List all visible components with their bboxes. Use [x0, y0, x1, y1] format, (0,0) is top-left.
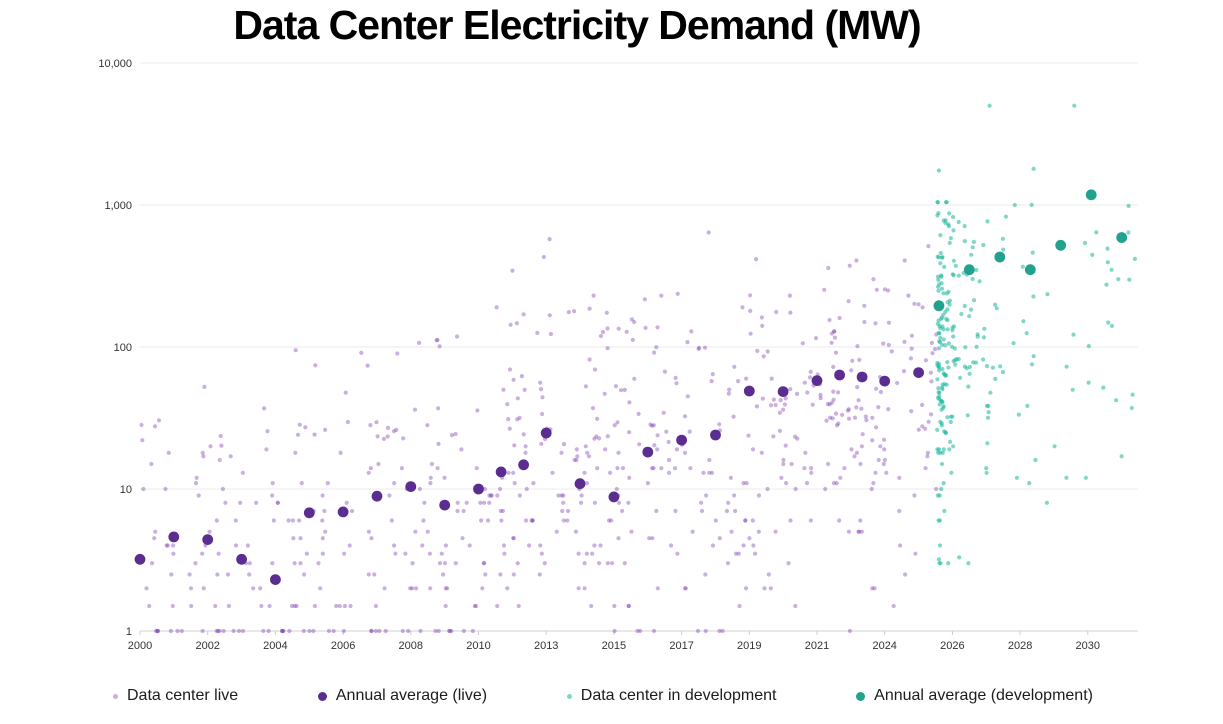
dev-average-series [933, 189, 1128, 312]
live-scatter-series [139, 230, 939, 634]
svg-text:2008: 2008 [399, 640, 423, 652]
svg-text:10,000: 10,000 [98, 58, 132, 70]
svg-text:2006: 2006 [331, 640, 355, 652]
y-axis-labels: 10,000 1,000 100 10 1 [98, 58, 132, 638]
svg-text:2010: 2010 [466, 640, 490, 652]
svg-text:100: 100 [114, 342, 132, 354]
live-scatter-marker-icon [113, 693, 118, 699]
live-average-series [134, 367, 924, 585]
legend-item-annual-average-live: Annual average (live) [317, 687, 488, 705]
svg-text:1,000: 1,000 [104, 200, 132, 212]
svg-text:2004: 2004 [263, 640, 287, 652]
svg-text:2015: 2015 [602, 640, 626, 652]
svg-text:2030: 2030 [1076, 640, 1100, 652]
legend-label: Data center in development [580, 687, 777, 704]
legend-label: Data center live [127, 687, 239, 704]
svg-text:10: 10 [120, 484, 132, 496]
live-average-marker-icon [317, 691, 327, 701]
x-axis-ticks [139, 631, 1089, 635]
y-gridlines [140, 62, 1138, 632]
svg-text:2028: 2028 [1008, 640, 1032, 652]
legend-label: Annual average (live) [335, 687, 488, 704]
dev-scatter-marker-icon [566, 693, 572, 699]
dev-average-marker-icon [856, 691, 866, 701]
svg-text:2000: 2000 [128, 640, 152, 652]
legend-item-annual-average-development: Annual average (development) [856, 687, 1093, 705]
svg-text:2021: 2021 [805, 640, 829, 652]
legend-item-data-center-in-development: Data center in development [566, 687, 777, 705]
legend: Data center live Annual average (live) D… [113, 687, 1093, 705]
legend-item-data-center-live: Data center live [113, 687, 238, 705]
svg-text:2013: 2013 [534, 640, 558, 652]
svg-text:2002: 2002 [195, 640, 219, 652]
svg-text:2024: 2024 [872, 640, 896, 652]
x-axis-labels: 2000 2002 2004 2006 2008 2010 2013 2015 2017 2019… [128, 640, 1100, 652]
dev-scatter-series [935, 103, 1137, 566]
svg-text:1: 1 [126, 626, 132, 638]
svg-text:2017: 2017 [669, 640, 693, 652]
svg-text:2019: 2019 [737, 640, 761, 652]
legend-label: Annual average (development) [874, 687, 1093, 704]
chart-title: Data Center Electricity Demand (MW) [233, 2, 921, 48]
svg-text:2026: 2026 [940, 640, 964, 652]
